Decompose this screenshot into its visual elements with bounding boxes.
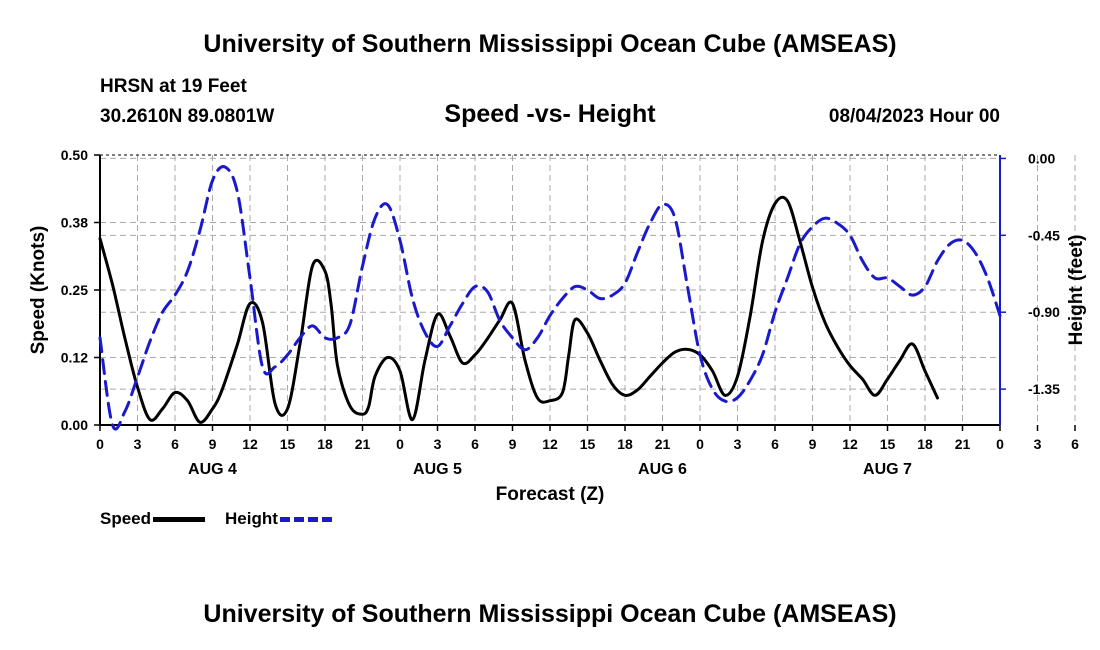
coordinates-label: 30.2610N 89.0801W [100, 106, 275, 127]
x-tick-label: 12 [842, 436, 858, 452]
day-label: AUG 4 [188, 461, 237, 478]
x-tick-label: 3 [734, 436, 742, 452]
y-right-axis-title: Height (feet) [1066, 235, 1087, 346]
chart-title: Speed -vs- Height [444, 100, 656, 128]
x-tick-label: 18 [317, 436, 333, 452]
x-tick-label: 6 [1071, 436, 1079, 452]
y-left-tick-label: 0.12 [61, 350, 88, 366]
x-tick-label: 9 [509, 436, 517, 452]
y-left-tick-label: 0.38 [61, 215, 88, 231]
x-tick-label: 6 [771, 436, 779, 452]
bottom-title: University of Southern Mississippi Ocean… [203, 600, 897, 628]
y-right-tick-label: -1.35 [1028, 381, 1060, 397]
x-tick-label: 21 [655, 436, 671, 452]
x-tick-label: 6 [171, 436, 179, 452]
y-left-tick-label: 0.25 [61, 282, 88, 298]
x-tick-label: 0 [996, 436, 1004, 452]
y-right-tick-label: -0.90 [1028, 304, 1060, 320]
y-left-tick-label: 0.00 [61, 417, 88, 433]
x-axis-title: Forecast (Z) [496, 484, 605, 505]
x-tick-label: 15 [880, 436, 896, 452]
x-tick-label: 9 [809, 436, 817, 452]
x-tick-label: 21 [355, 436, 371, 452]
height-series-line [98, 165, 1002, 431]
x-tick-label: 12 [242, 436, 258, 452]
main-title: University of Southern Mississippi Ocean… [203, 30, 897, 58]
y-left-tick-label: 0.50 [61, 147, 88, 163]
x-tick-label: 0 [396, 436, 404, 452]
y-right-tick-label: -0.45 [1028, 227, 1060, 243]
x-tick-label: 9 [209, 436, 217, 452]
x-tick-label: 6 [471, 436, 479, 452]
legend-height-swatch [279, 516, 332, 522]
x-tick-label: 18 [617, 436, 633, 452]
legend-height-label: Height [225, 509, 278, 528]
date-label: 08/04/2023 Hour 00 [828, 106, 1000, 127]
y-left-axis-title: Speed (Knots) [28, 226, 49, 355]
x-tick-label: 3 [134, 436, 142, 452]
day-label: AUG 7 [863, 461, 912, 478]
x-tick-label: 0 [696, 436, 704, 452]
legend-speed-swatch [153, 516, 206, 522]
y-right-tick-label: 0.00 [1028, 150, 1055, 166]
x-tick-label: 21 [955, 436, 971, 452]
legend: Speed Height [100, 509, 352, 529]
x-tick-label: 18 [917, 436, 933, 452]
day-label: AUG 6 [638, 461, 687, 478]
x-tick-label: 3 [434, 436, 442, 452]
x-tick-label: 0 [96, 436, 104, 452]
day-label: AUG 5 [413, 461, 462, 478]
x-tick-label: 3 [1034, 436, 1042, 452]
legend-speed-label: Speed [100, 509, 152, 528]
speed-series-line [98, 195, 939, 424]
station-label: HRSN at 19 Feet [100, 76, 247, 97]
x-tick-label: 15 [280, 436, 296, 452]
x-tick-label: 15 [580, 436, 596, 452]
x-tick-label: 12 [542, 436, 558, 452]
